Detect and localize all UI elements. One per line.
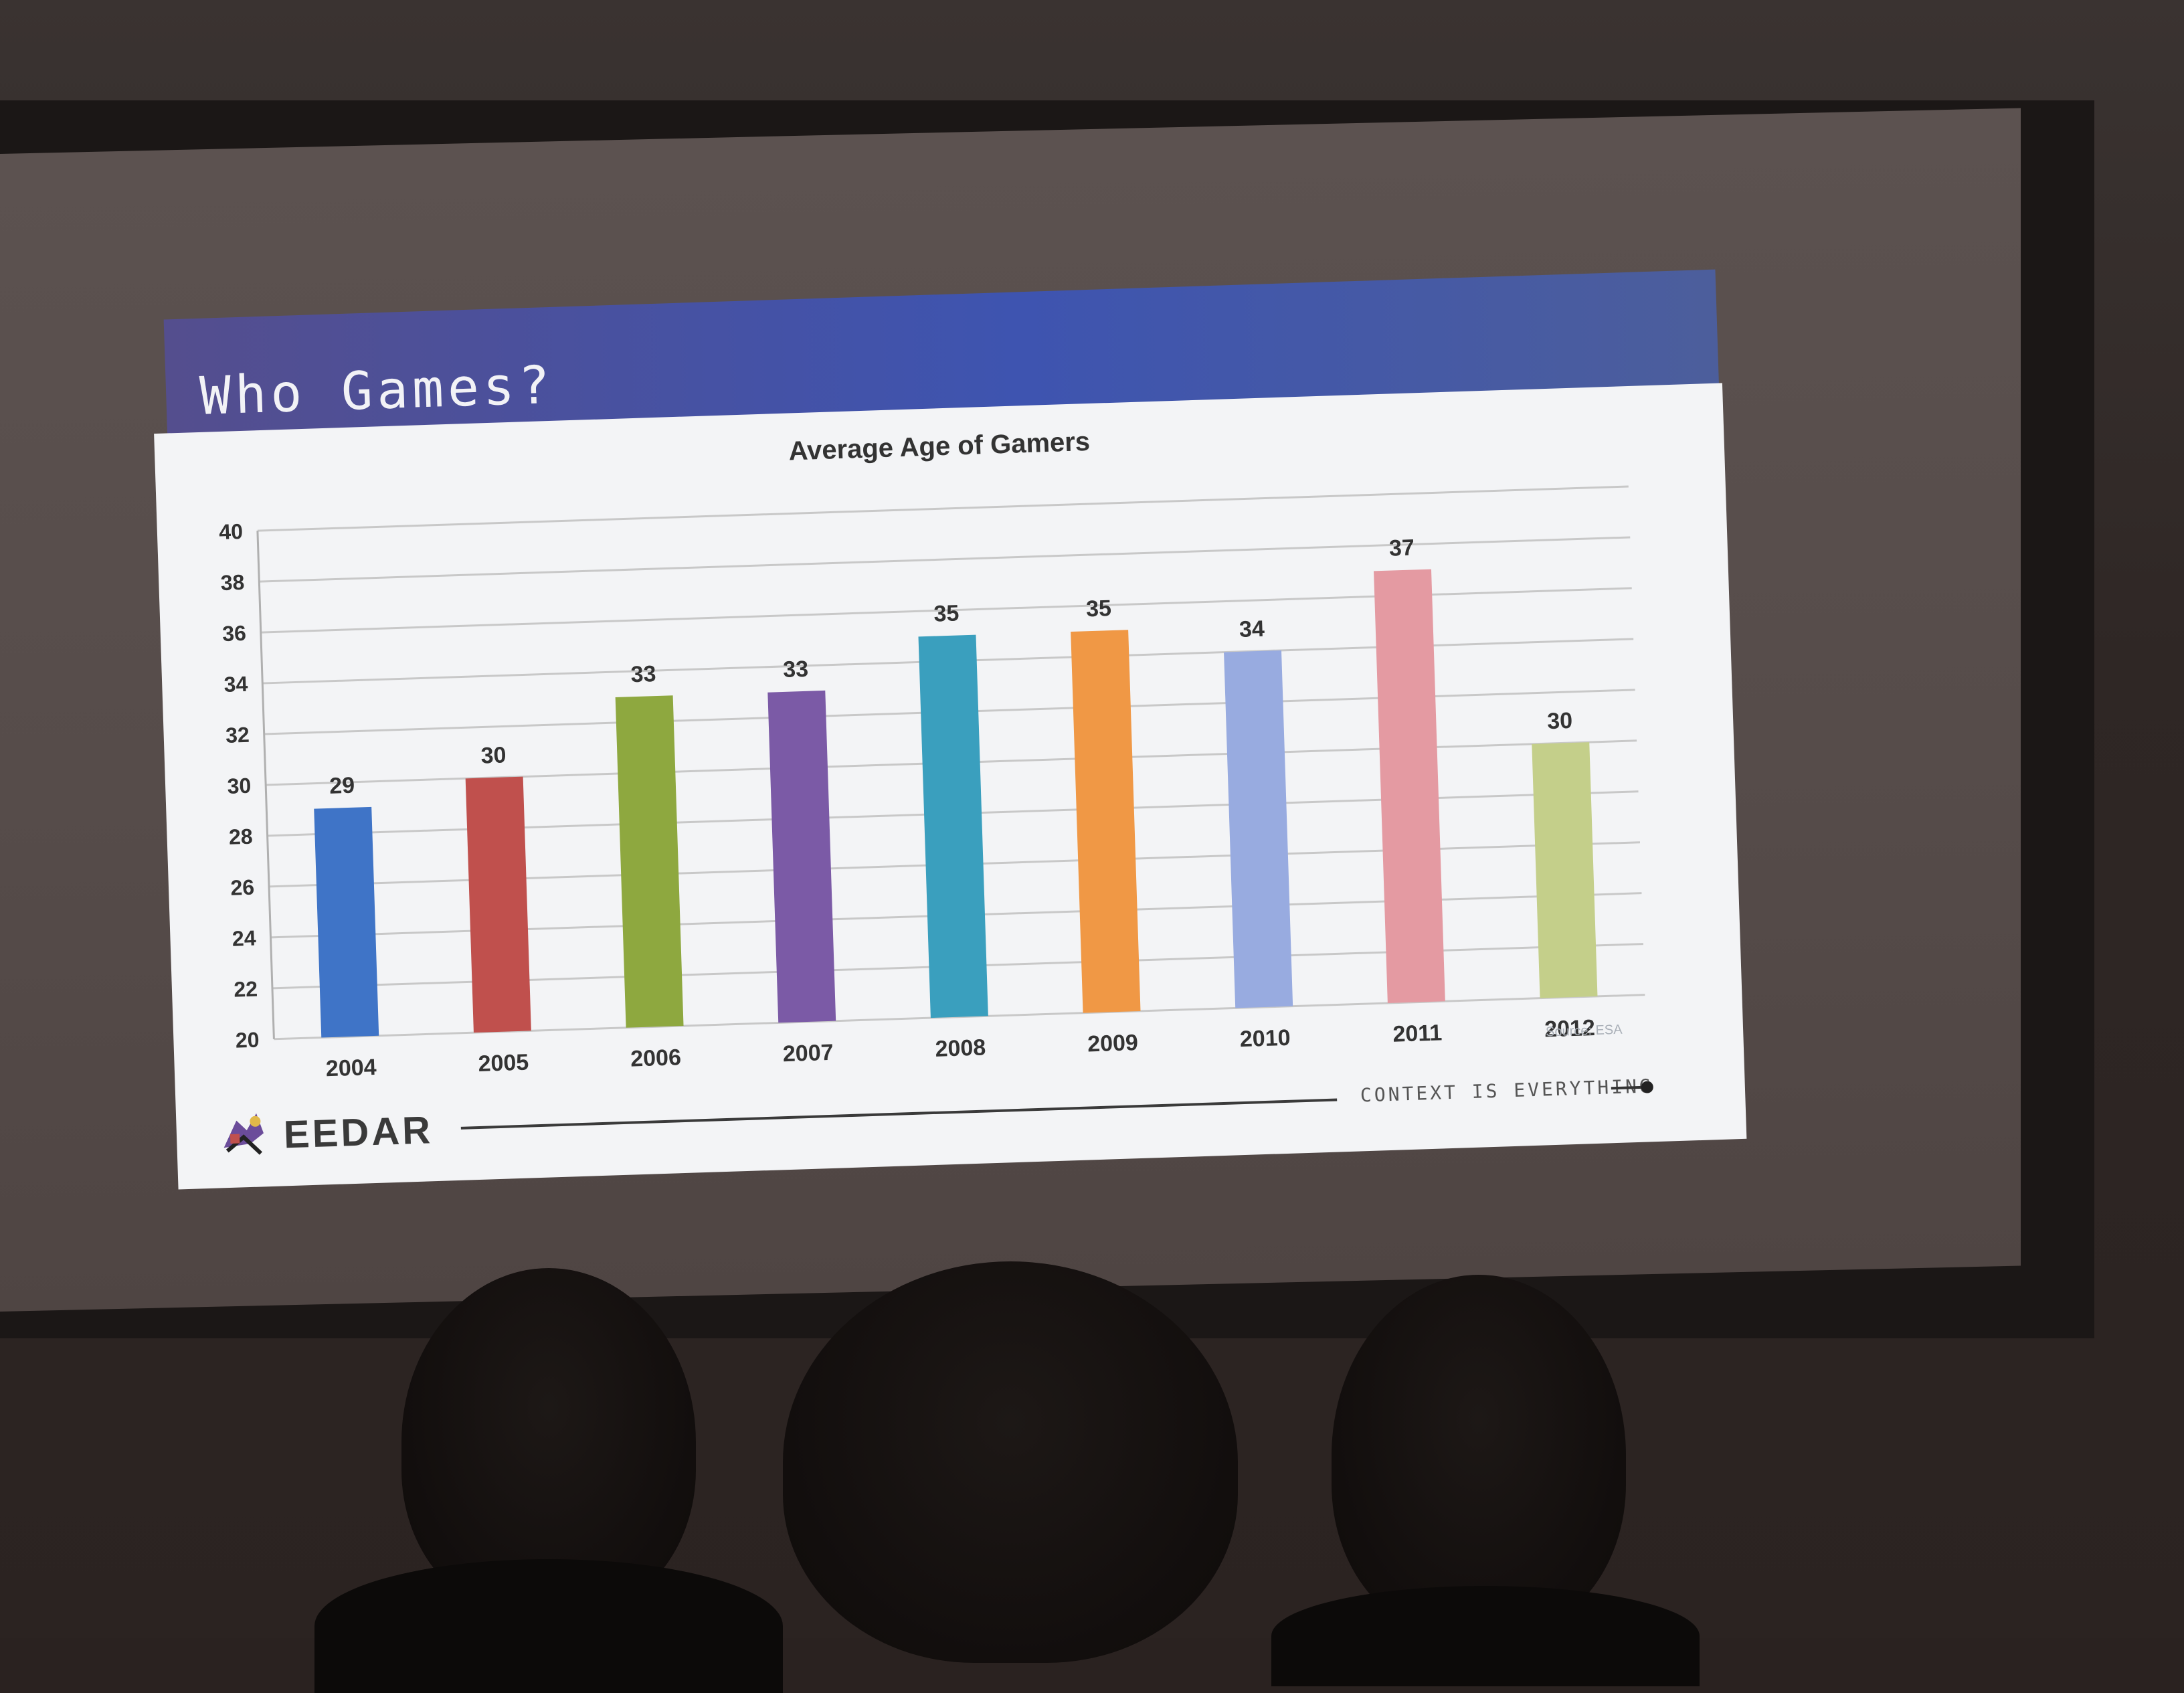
y-tick-label: 26	[230, 875, 255, 900]
y-tick-label: 36	[222, 621, 247, 646]
footer-tagline: CONTEXT IS EVERYTHING	[1360, 1075, 1654, 1107]
y-tick-label: 20	[235, 1028, 260, 1053]
x-tick-label: 2010	[1239, 1025, 1291, 1052]
x-tick-label: 2009	[1087, 1030, 1139, 1057]
bar-2010	[1224, 650, 1293, 1008]
footer-divider	[460, 1098, 1338, 1130]
source-note: Source: ESA	[1545, 1022, 1623, 1040]
y-tick-label: 28	[228, 824, 253, 849]
slide-title: Who Games?	[198, 355, 555, 427]
data-label: 29	[329, 773, 355, 799]
logo-text: EEDAR	[282, 1108, 434, 1157]
bar-2012	[1532, 742, 1598, 998]
data-label: 33	[630, 661, 656, 687]
bar-2007	[767, 690, 836, 1023]
audience-head-right	[1332, 1275, 1626, 1636]
data-label: 37	[1388, 535, 1415, 561]
y-tick-label: 34	[223, 672, 248, 697]
gridline	[259, 536, 1631, 583]
audience-shoulders-right	[1271, 1586, 1700, 1686]
data-label: 34	[1239, 616, 1265, 642]
audience-head-left	[401, 1268, 696, 1616]
gridline	[257, 485, 1629, 532]
y-tick-label: 30	[227, 774, 252, 798]
y-axis-line	[256, 531, 275, 1039]
data-label: 30	[1547, 708, 1573, 734]
data-label: 33	[783, 656, 809, 683]
bar-2009	[1071, 630, 1141, 1013]
y-tick-label: 38	[220, 570, 245, 595]
data-label: 35	[933, 600, 960, 626]
presentation-slide: Who Games? Average Age of Gamers 20 22 24 2…	[151, 269, 1747, 1190]
bar-2006	[615, 695, 684, 1028]
x-tick-label: 2012	[1544, 1015, 1596, 1042]
y-tick-label: 32	[225, 723, 250, 747]
x-tick-label: 2005	[478, 1050, 529, 1077]
bar-2004	[314, 806, 379, 1038]
y-tick-label: 24	[232, 926, 256, 951]
y-tick-label: 22	[234, 977, 258, 1002]
x-tick-label: 2004	[325, 1055, 377, 1081]
data-label: 35	[1086, 596, 1112, 622]
audience-shoulders-left	[314, 1559, 783, 1693]
y-tick-label: 40	[219, 519, 244, 544]
x-tick-label: 2007	[782, 1040, 834, 1067]
x-tick-label: 2008	[935, 1035, 986, 1061]
audience-head-center	[783, 1261, 1238, 1663]
bar-2008	[918, 634, 988, 1018]
data-label: 30	[480, 742, 507, 768]
bar-2005	[465, 776, 531, 1033]
x-tick-label: 2011	[1392, 1020, 1443, 1047]
chart-panel: Average Age of Gamers 20 22 24 26 28 30 32 34 36…	[154, 383, 1747, 1190]
x-tick-label: 2006	[630, 1045, 682, 1071]
bar-chart: 20 22 24 26 28 30 32 34 36 38 40 29 2004 30 2005 33 2006…	[219, 485, 1645, 1081]
bar-2011	[1374, 569, 1445, 1004]
eedar-logo-icon	[223, 1113, 264, 1155]
